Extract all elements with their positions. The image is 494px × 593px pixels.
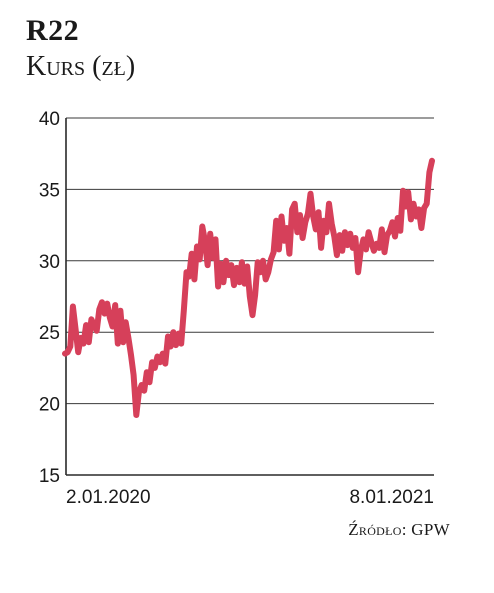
y-axis-ticks: 15 20 25 30 35 40 [39,109,60,487]
y-tick-label: 15 [39,466,60,487]
grid-lines [66,117,434,405]
source-note: Źródło: GPW [348,520,450,539]
x-tick-label: 8.01.2021 [349,487,434,508]
y-tick-label: 35 [39,180,60,201]
x-tick-label: 2.01.2020 [66,487,151,508]
y-tick-label: 30 [39,252,60,273]
chart-subtitle: Kurs (zł) [26,51,136,82]
price-series-line [62,157,435,418]
chart-title: R22 [26,14,80,47]
y-tick-label: 25 [39,323,60,344]
y-tick-label: 40 [39,109,60,130]
y-tick-label: 20 [39,395,60,416]
x-axis-ticks: 2.01.2020 8.01.2021 [66,487,434,508]
